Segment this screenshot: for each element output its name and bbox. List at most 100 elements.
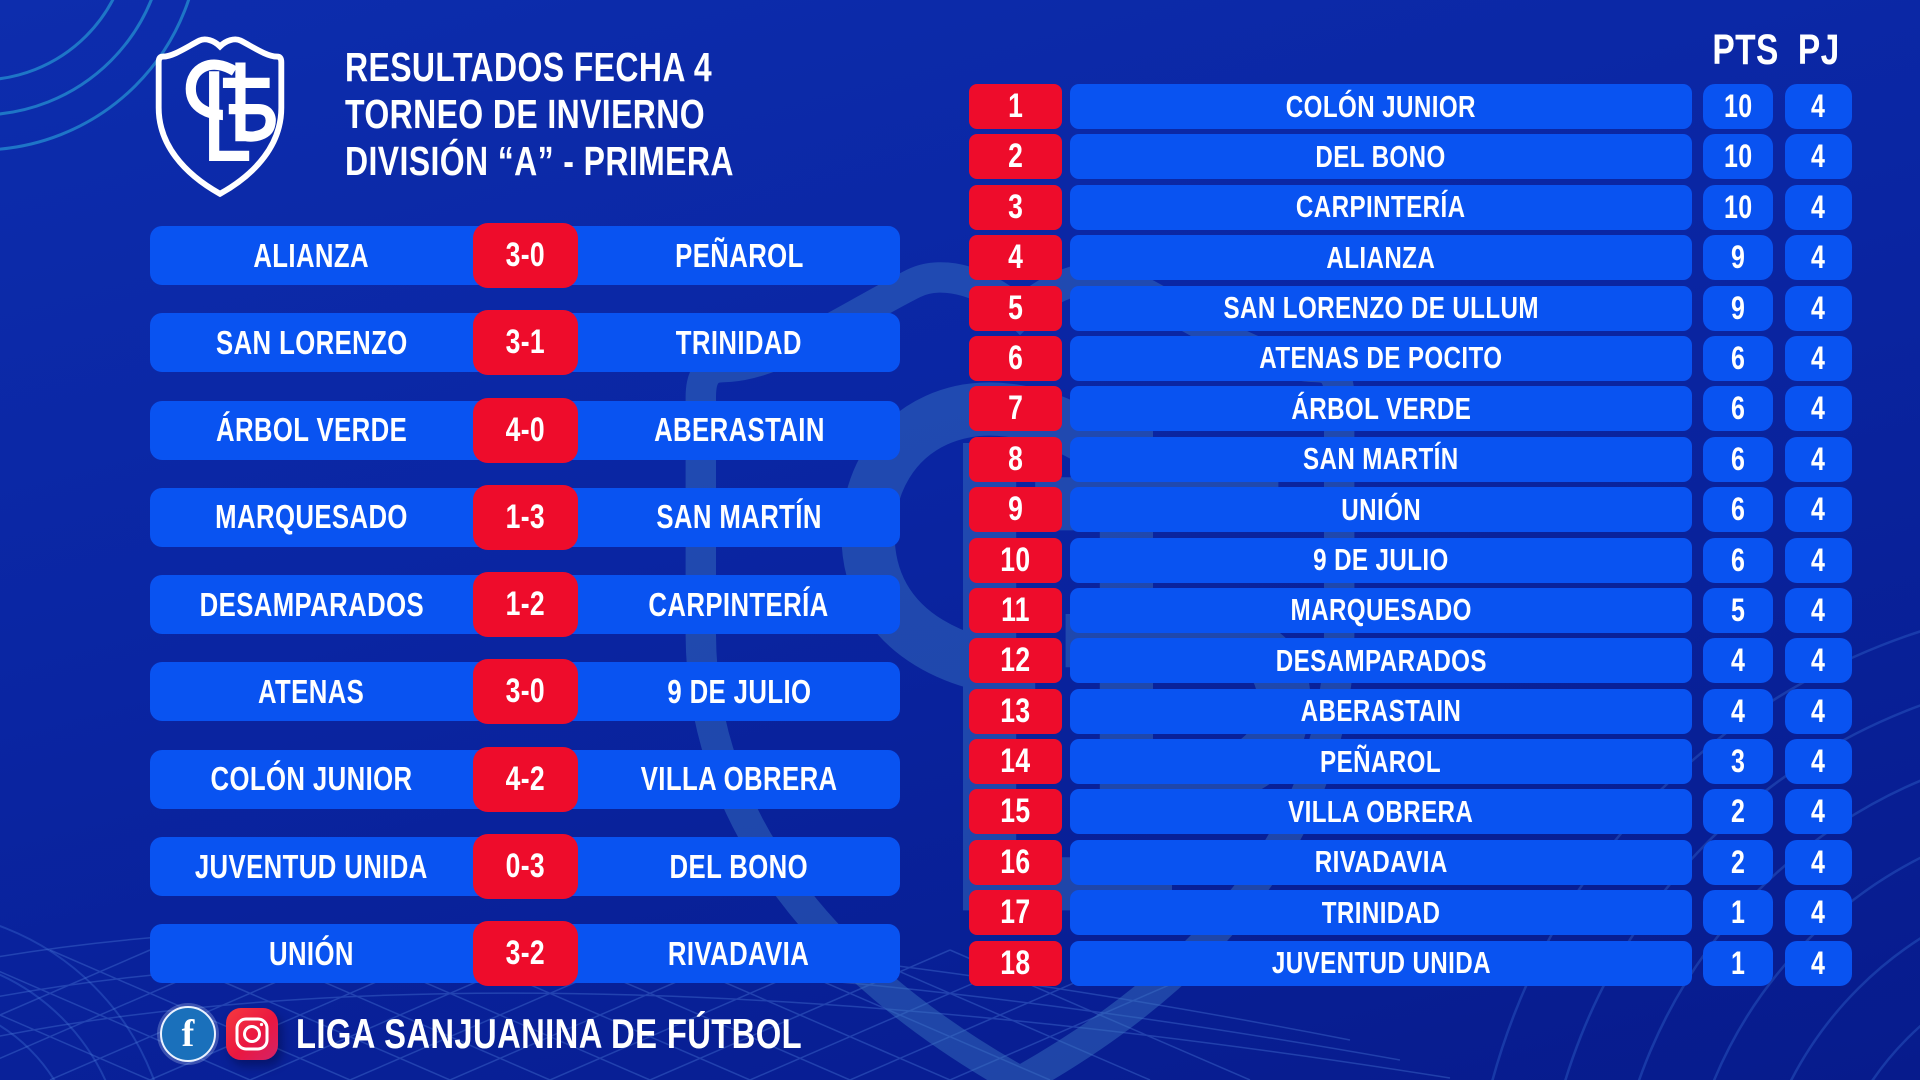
- team-bar: ABERASTAIN: [1070, 688, 1692, 734]
- pts-column-header: PTS: [1712, 26, 1779, 74]
- standings-row: 2 DEL BONO 10 4: [969, 134, 1852, 180]
- pj-cell: 4: [1785, 235, 1852, 281]
- team-bar: VILLA OBRERA: [1070, 789, 1692, 835]
- standings-row: 6 ATENAS DE POCITO 6 4: [969, 335, 1852, 381]
- position-badge: 8: [969, 436, 1062, 482]
- pts-cell: 2: [1703, 839, 1773, 885]
- home-team: ÁRBOL VERDE: [215, 411, 408, 449]
- away-team: RIVADAVIA: [668, 934, 810, 972]
- title-line-3: DIVISIÓN “A” - PRIMERA: [345, 138, 734, 184]
- home-team: JUVENTUD UNIDA: [195, 847, 428, 885]
- match-row: MARQUESADO 1-3 SAN MARTÍN: [150, 484, 900, 550]
- pj-cell: 4: [1785, 940, 1852, 986]
- score-badge: 3-2: [473, 921, 578, 987]
- team-bar: ATENAS DE POCITO: [1070, 335, 1692, 381]
- position-badge: 5: [969, 285, 1062, 331]
- pj-cell: 4: [1785, 638, 1852, 684]
- pj-cell: 4: [1785, 839, 1852, 885]
- position-badge: 14: [969, 739, 1062, 785]
- score-badge: 4-2: [473, 746, 578, 812]
- pts-cell: 4: [1703, 688, 1773, 734]
- pts-cell: 6: [1703, 386, 1773, 432]
- home-team: ATENAS: [258, 672, 365, 710]
- team-bar: CARPINTERÍA: [1070, 184, 1692, 230]
- away-team: SAN MARTÍN: [656, 498, 822, 536]
- standings-row: 15 VILLA OBRERA 2 4: [969, 789, 1852, 835]
- match-row: ATENAS 3-0 9 DE JULIO: [150, 659, 900, 725]
- position-badge: 6: [969, 335, 1062, 381]
- pj-cell: 4: [1785, 134, 1852, 180]
- position-badge: 16: [969, 839, 1062, 885]
- position-badge: 2: [969, 134, 1062, 180]
- standings-row: 11 MARQUESADO 5 4: [969, 587, 1852, 633]
- position-badge: 9: [969, 487, 1062, 533]
- match-row: ÁRBOL VERDE 4-0 ABERASTAIN: [150, 397, 900, 463]
- team-bar: TRINIDAD: [1070, 890, 1692, 936]
- position-badge: 17: [969, 890, 1062, 936]
- away-team: 9 DE JULIO: [666, 672, 812, 710]
- match-row: DESAMPARADOS 1-2 CARPINTERÍA: [150, 572, 900, 638]
- standings-row: 8 SAN MARTÍN 6 4: [969, 436, 1852, 482]
- standings-row: 5 SAN LORENZO DE ULLUM 9 4: [969, 285, 1852, 331]
- away-team: PEÑAROL: [674, 236, 804, 274]
- footer-league-name: LIGA SANJUANINA DE FÚTBOL: [296, 1010, 803, 1057]
- pj-cell: 4: [1785, 587, 1852, 633]
- match-row: SAN LORENZO 3-1 TRINIDAD: [150, 310, 900, 376]
- position-badge: 4: [969, 235, 1062, 281]
- footer: f LIGA SANJUANINA DE FÚTBOL: [160, 1005, 945, 1063]
- team-bar: DEL BONO: [1070, 134, 1692, 180]
- pts-cell: 6: [1703, 537, 1773, 583]
- team-bar: SAN LORENZO DE ULLUM: [1070, 285, 1692, 331]
- league-logo: [147, 26, 293, 204]
- match-row: ALIANZA 3-0 PEÑAROL: [150, 223, 900, 288]
- score-badge: 0-3: [473, 834, 578, 900]
- score-badge: 3-0: [473, 223, 578, 288]
- home-team: UNIÓN: [269, 934, 354, 972]
- score-badge: 3-1: [473, 310, 578, 376]
- pj-cell: 4: [1785, 739, 1852, 785]
- pts-cell: 1: [1703, 940, 1773, 986]
- position-badge: 10: [969, 537, 1062, 583]
- pj-cell: 4: [1785, 335, 1852, 381]
- home-team: COLÓN JUNIOR: [210, 760, 413, 798]
- pts-cell: 6: [1703, 335, 1773, 381]
- pts-cell: 10: [1703, 184, 1773, 230]
- pts-cell: 9: [1703, 235, 1773, 281]
- score-badge: 1-3: [473, 484, 578, 550]
- team-bar: MARQUESADO: [1070, 587, 1692, 633]
- pj-cell: 4: [1785, 436, 1852, 482]
- score-badge: 4-0: [473, 397, 578, 463]
- team-bar: UNIÓN: [1070, 487, 1692, 533]
- pj-cell: 4: [1785, 688, 1852, 734]
- match-row: COLÓN JUNIOR 4-2 VILLA OBRERA: [150, 746, 900, 812]
- standings-row: 12 DESAMPARADOS 4 4: [969, 638, 1852, 684]
- team-bar: COLÓN JUNIOR: [1070, 84, 1692, 129]
- away-team: DEL BONO: [669, 847, 809, 885]
- home-team: SAN LORENZO: [215, 323, 408, 361]
- position-badge: 11: [969, 587, 1062, 633]
- pj-cell: 4: [1785, 487, 1852, 533]
- pts-cell: 2: [1703, 789, 1773, 835]
- standings-row: 4 ALIANZA 9 4: [969, 235, 1852, 281]
- pts-cell: 9: [1703, 285, 1773, 331]
- away-team: TRINIDAD: [675, 323, 803, 361]
- standings-row: 7 ÁRBOL VERDE 6 4: [969, 386, 1852, 432]
- team-bar: SAN MARTÍN: [1070, 436, 1692, 482]
- away-team: ABERASTAIN: [653, 411, 825, 449]
- pts-cell: 4: [1703, 638, 1773, 684]
- standings-row: 13 ABERASTAIN 4 4: [969, 688, 1852, 734]
- match-row: JUVENTUD UNIDA 0-3 DEL BONO: [150, 834, 900, 900]
- standings-row: 16 RIVADAVIA 2 4: [969, 839, 1852, 885]
- pts-cell: 6: [1703, 436, 1773, 482]
- position-badge: 7: [969, 386, 1062, 432]
- title-line-1: RESULTADOS FECHA 4: [345, 44, 713, 90]
- team-bar: JUVENTUD UNIDA: [1070, 940, 1692, 986]
- facebook-icon: f: [160, 1006, 216, 1062]
- team-bar: ALIANZA: [1070, 235, 1692, 281]
- pj-cell: 4: [1785, 537, 1852, 583]
- position-badge: 13: [969, 688, 1062, 734]
- position-badge: 18: [969, 940, 1062, 986]
- team-bar: RIVADAVIA: [1070, 839, 1692, 885]
- away-team: VILLA OBRERA: [640, 760, 838, 798]
- position-badge: 12: [969, 638, 1062, 684]
